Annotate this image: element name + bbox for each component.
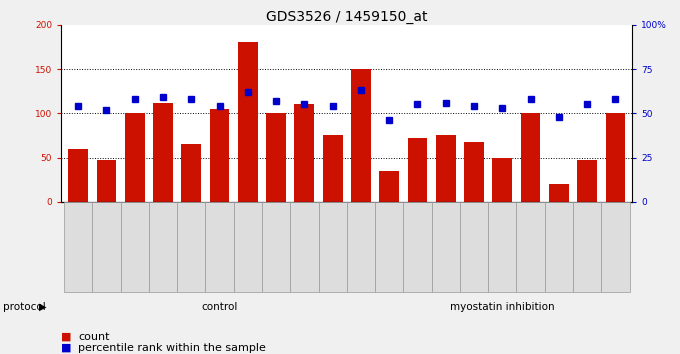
Text: GSM344650: GSM344650: [607, 234, 615, 289]
Text: GSM344642: GSM344642: [380, 234, 389, 289]
Bar: [436, 136, 456, 202]
Text: ▶: ▶: [39, 302, 47, 312]
Text: GSM344639: GSM344639: [295, 234, 305, 289]
Title: GDS3526 / 1459150_at: GDS3526 / 1459150_at: [266, 10, 428, 24]
Text: GSM344640: GSM344640: [324, 234, 333, 289]
Text: ■: ■: [61, 332, 71, 342]
Bar: [577, 160, 597, 202]
Text: GSM344632: GSM344632: [97, 234, 107, 289]
Text: GSM344631: GSM344631: [69, 234, 78, 289]
Text: GSM344633: GSM344633: [126, 234, 135, 289]
Bar: [153, 103, 173, 202]
Text: GSM344647: GSM344647: [522, 234, 530, 289]
Bar: [492, 158, 512, 202]
Bar: [97, 160, 116, 202]
Bar: [464, 143, 484, 202]
Text: GSM344635: GSM344635: [182, 234, 191, 289]
Bar: [238, 42, 258, 202]
Text: GSM344634: GSM344634: [154, 234, 163, 289]
Text: GSM344641: GSM344641: [352, 234, 361, 289]
Bar: [125, 113, 145, 202]
Bar: [407, 138, 428, 202]
Bar: [323, 136, 343, 202]
Bar: [209, 109, 229, 202]
Bar: [68, 149, 88, 202]
Text: GSM344646: GSM344646: [493, 234, 503, 289]
Bar: [605, 113, 626, 202]
Bar: [549, 184, 568, 202]
Text: control: control: [201, 302, 238, 312]
Text: GSM344643: GSM344643: [409, 234, 418, 289]
Text: GSM344645: GSM344645: [465, 234, 474, 289]
Text: GSM344637: GSM344637: [239, 234, 248, 289]
Bar: [521, 113, 541, 202]
Text: GSM344649: GSM344649: [578, 234, 587, 289]
Bar: [182, 144, 201, 202]
Text: ■: ■: [61, 343, 71, 353]
Text: count: count: [78, 332, 109, 342]
Text: protocol: protocol: [3, 302, 46, 312]
Bar: [294, 104, 314, 202]
Bar: [351, 69, 371, 202]
Text: GSM344636: GSM344636: [211, 234, 220, 289]
Text: GSM344648: GSM344648: [550, 234, 559, 289]
Text: myostatin inhibition: myostatin inhibition: [450, 302, 555, 312]
Text: GSM344644: GSM344644: [437, 234, 446, 289]
Text: GSM344638: GSM344638: [267, 234, 276, 289]
Text: percentile rank within the sample: percentile rank within the sample: [78, 343, 266, 353]
Bar: [266, 113, 286, 202]
Bar: [379, 171, 399, 202]
